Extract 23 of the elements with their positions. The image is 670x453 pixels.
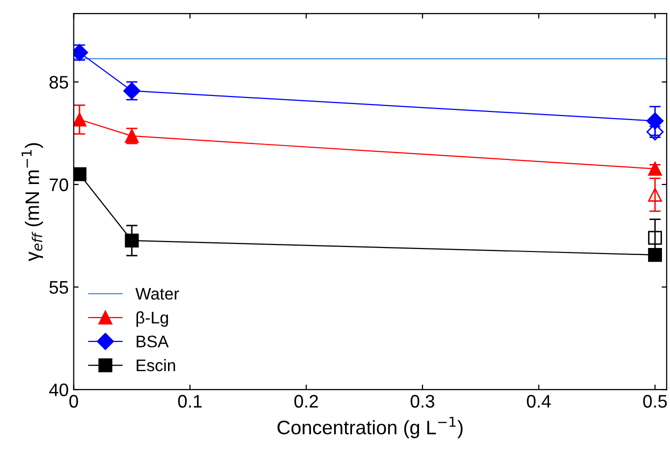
y-axis-title: γ$_{eff}$ (mN m$^{−1}$) <box>22 143 44 262</box>
legend-label: BSA <box>136 336 169 348</box>
point <box>646 112 664 130</box>
point <box>648 248 662 262</box>
point <box>74 112 86 126</box>
point <box>648 188 662 202</box>
x-tick-label: 0.1 <box>178 394 202 408</box>
x-tick-label: 0.3 <box>410 394 434 408</box>
legend-label: β-Lg <box>136 311 168 327</box>
x-tick-label: 0.2 <box>294 394 318 408</box>
y-tick-label: 40 <box>49 384 68 396</box>
x-tick-label: 0.5 <box>643 394 667 408</box>
x-axis-title: Concentration (g L$^{−1}$) <box>278 416 463 438</box>
x-tick-label: 0.4 <box>526 394 551 408</box>
y-tick-label: 70 <box>50 178 68 192</box>
y-tick-label: 55 <box>49 281 68 294</box>
legend-label: Water <box>135 288 179 300</box>
point <box>648 230 662 245</box>
y-tick-label: 85 <box>50 76 68 89</box>
x-tick-label: 0 <box>69 394 78 408</box>
legend-label: Escin <box>136 359 176 372</box>
point <box>124 234 139 248</box>
point <box>74 167 86 182</box>
